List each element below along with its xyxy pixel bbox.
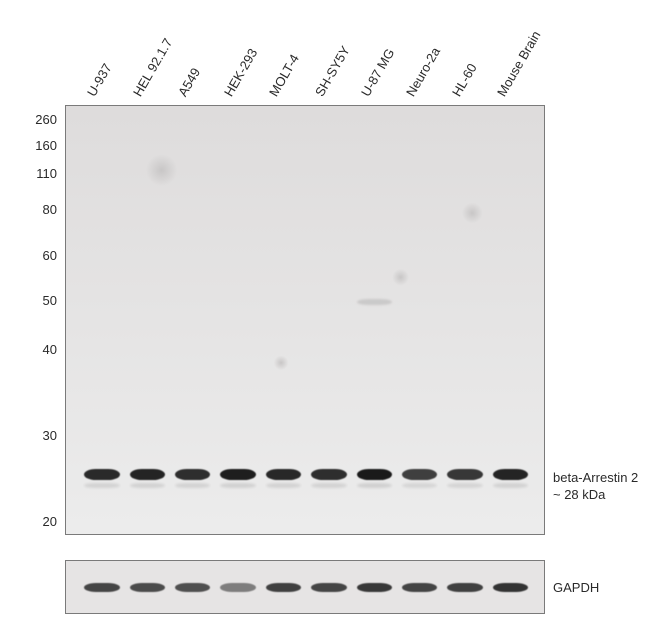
target-band [84, 469, 119, 480]
lane-label: U-87 MG [358, 46, 397, 99]
target-band-shadow [311, 483, 346, 488]
loading-band [130, 583, 165, 592]
target-band [493, 469, 528, 480]
target-band [130, 469, 165, 480]
loading-blot [65, 560, 545, 614]
lane-label: MOLT-4 [266, 52, 302, 99]
mw-marker: 60 [17, 248, 57, 263]
mw-marker: 80 [17, 202, 57, 217]
target-annotation: beta-Arrestin 2~ 28 kDa [553, 470, 638, 504]
loading-band [357, 583, 392, 592]
mw-marker: 40 [17, 342, 57, 357]
target-band-shadow [130, 483, 165, 488]
target-size: ~ 28 kDa [553, 487, 638, 504]
loading-band [84, 583, 119, 592]
loading-band [402, 583, 437, 592]
mw-marker: 110 [17, 166, 57, 181]
mw-marker: 160 [17, 138, 57, 153]
loading-band [447, 583, 482, 592]
lane-label: HL-60 [449, 61, 480, 99]
target-band-shadow [402, 483, 437, 488]
loading-band [175, 583, 210, 592]
faint-band [357, 299, 392, 305]
mw-marker: 260 [17, 112, 57, 127]
target-band-shadow [266, 483, 301, 488]
target-band [357, 469, 392, 480]
lane-label: Neuro-2a [403, 45, 443, 99]
target-band-shadow [175, 483, 210, 488]
mw-marker: 20 [17, 514, 57, 529]
lane-label: Mouse Brain [494, 28, 543, 99]
main-blot [65, 105, 545, 535]
lane-label: HEL 92.1.7 [130, 36, 175, 99]
mw-marker: 30 [17, 428, 57, 443]
lane-label: HEK-293 [221, 46, 260, 99]
loading-band [220, 583, 255, 592]
loading-annotation: GAPDH [553, 580, 599, 597]
target-band-shadow [84, 483, 119, 488]
target-band-shadow [357, 483, 392, 488]
target-band [175, 469, 210, 480]
loading-band [311, 583, 346, 592]
target-band-shadow [447, 483, 482, 488]
lane-label: SH-SY5Y [312, 43, 353, 99]
target-band [447, 469, 482, 480]
target-band-shadow [493, 483, 528, 488]
loading-band [493, 583, 528, 592]
target-band [402, 469, 437, 480]
lane-label: A549 [175, 65, 203, 99]
target-band-shadow [220, 483, 255, 488]
target-name: beta-Arrestin 2 [553, 470, 638, 487]
target-band [220, 469, 255, 480]
mw-marker: 50 [17, 293, 57, 308]
loading-band [266, 583, 301, 592]
target-band [266, 469, 301, 480]
lane-label: U-937 [84, 61, 115, 99]
target-band [311, 469, 346, 480]
